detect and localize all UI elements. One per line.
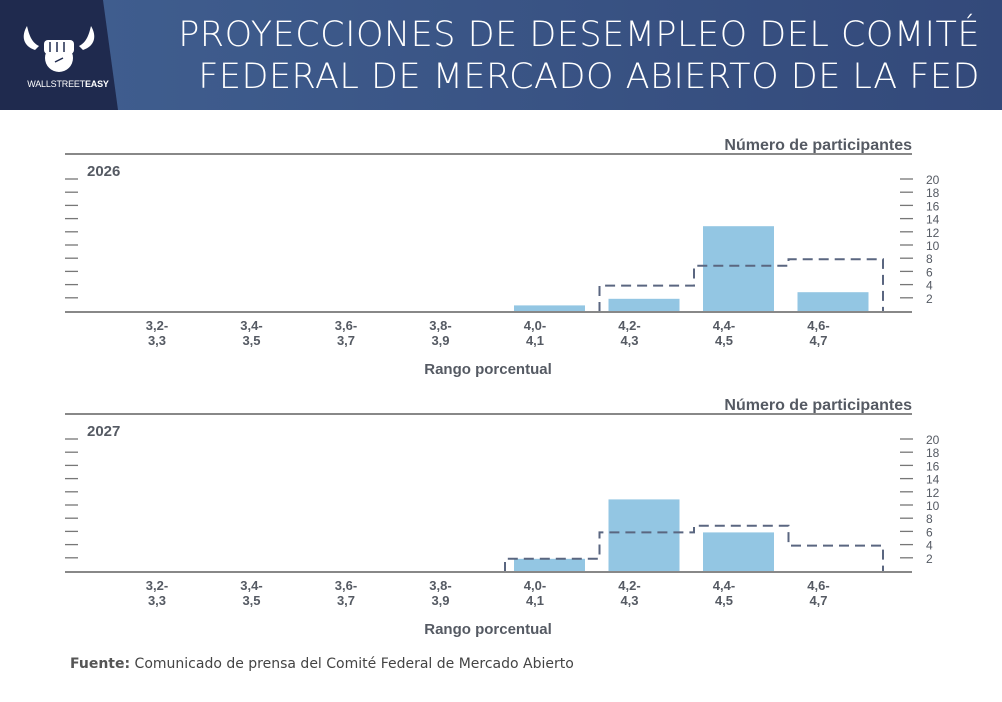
header-banner: WALLSTREETEASY PROYECCIONES DE DESEMPLEO…: [0, 0, 1002, 110]
x-tick-label-bottom: 3,7: [337, 333, 355, 348]
x-tick-label-top: 4,6-: [807, 318, 829, 333]
chart-2026: Número de participantes 2026 2468101214161…: [65, 137, 940, 378]
wallstreeteasy-logo: WALLSTREETEASY: [18, 22, 109, 92]
x-tick-label-bottom: 4,7: [809, 333, 827, 348]
bar-4,0-4,1: [514, 558, 585, 572]
y-tick-label: 12: [926, 226, 940, 240]
y-tick-label: 16: [926, 199, 940, 213]
y-tick-label: 20: [926, 173, 940, 187]
bar-4,6-4,7: [797, 292, 869, 312]
y-tick-label: 8: [926, 512, 933, 526]
y-tick-label: 16: [926, 459, 940, 473]
x-tick-label-bottom: 4,5: [715, 593, 733, 608]
y-tick-label: 20: [926, 433, 940, 447]
x-axis-title: Rango porcentual: [424, 361, 552, 378]
y-tick-label: 6: [926, 525, 933, 539]
x-tick-label-bottom: 3,9: [431, 333, 449, 348]
y-tick-label: 14: [926, 473, 940, 487]
x-axis-title: Rango porcentual: [424, 621, 552, 638]
x-tick-label-top: 4,6-: [807, 578, 829, 593]
y-tick-label: 2: [926, 292, 933, 306]
x-tick-label-top: 3,8-: [429, 318, 451, 333]
x-tick-label-top: 3,2-: [146, 578, 168, 593]
bull-fist-icon: [23, 26, 95, 72]
bar-4,4-4,5: [703, 532, 774, 572]
source-text: Comunicado de prensa del Comité Federal …: [134, 656, 574, 672]
y-axis-title: Número de participantes: [724, 397, 912, 414]
x-tick-label-bottom: 3,3: [148, 593, 166, 608]
y-tick-label: 10: [926, 239, 940, 253]
x-tick-label-top: 4,0-: [524, 578, 546, 593]
x-tick-label-bottom: 4,3: [620, 333, 638, 348]
x-tick-label-bottom: 4,1: [526, 333, 544, 348]
y-tick-label: 12: [926, 486, 940, 500]
chart-year-label: 2026: [87, 163, 120, 180]
header-band-shape: [103, 0, 1002, 110]
previous-projection-line: [504, 524, 884, 572]
source-note: Fuente: Comunicado de prensa del Comité …: [70, 656, 574, 672]
x-tick-label-bottom: 3,3: [148, 333, 166, 348]
x-tick-label-bottom: 4,5: [715, 333, 733, 348]
source-label: Fuente:: [70, 656, 131, 672]
y-tick-label: 18: [926, 446, 940, 460]
chart-year-label: 2027: [87, 423, 120, 440]
x-tick-label-top: 4,4-: [713, 578, 735, 593]
x-tick-label-top: 4,4-: [713, 318, 735, 333]
chart-2027: Número de participantes 2027 2468101214161…: [65, 397, 940, 638]
title-line-2: FEDERAL DE MERCADO ABIERTO DE LA FED: [198, 57, 980, 97]
x-tick-label-top: 3,2-: [146, 318, 168, 333]
bar-4,4-4,5: [703, 226, 774, 312]
y-tick-label: 8: [926, 252, 933, 266]
x-tick-label-bottom: 4,7: [809, 593, 827, 608]
x-tick-label-top: 3,4-: [240, 578, 262, 593]
x-tick-label-bottom: 3,7: [337, 593, 355, 608]
x-tick-label-top: 4,2-: [618, 578, 640, 593]
x-tick-label-top: 3,6-: [335, 578, 357, 593]
y-tick-label: 14: [926, 213, 940, 227]
y-tick-label: 10: [926, 499, 940, 513]
x-tick-label-bottom: 4,1: [526, 593, 544, 608]
y-tick-label: 18: [926, 186, 940, 200]
y-tick-label: 2: [926, 552, 933, 566]
x-tick-label-top: 4,0-: [524, 318, 546, 333]
x-tick-label-bottom: 3,5: [242, 593, 260, 608]
x-tick-label-top: 3,6-: [335, 318, 357, 333]
page-title: PROYECCIONES DE DESEMPLEO DEL COMITÉ FED…: [130, 14, 980, 98]
y-tick-label: 4: [926, 539, 933, 553]
previous-projection-line: [598, 258, 884, 312]
y-tick-label: 6: [926, 265, 933, 279]
bar-4,2-4,3: [608, 499, 680, 572]
x-tick-label-top: 3,4-: [240, 318, 262, 333]
x-tick-label-top: 4,2-: [618, 318, 640, 333]
x-tick-label-bottom: 3,5: [242, 333, 260, 348]
y-tick-label: 4: [926, 279, 933, 293]
x-tick-label-bottom: 3,9: [431, 593, 449, 608]
y-axis-title: Número de participantes: [724, 137, 912, 154]
bar-4,2-4,3: [608, 298, 680, 312]
title-line-1: PROYECCIONES DE DESEMPLEO DEL COMITÉ: [178, 15, 980, 55]
x-tick-label-top: 3,8-: [429, 578, 451, 593]
x-tick-label-bottom: 4,3: [620, 593, 638, 608]
bar-4,0-4,1: [514, 305, 585, 312]
logo-wordmark: WALLSTREETEASY: [27, 79, 109, 89]
